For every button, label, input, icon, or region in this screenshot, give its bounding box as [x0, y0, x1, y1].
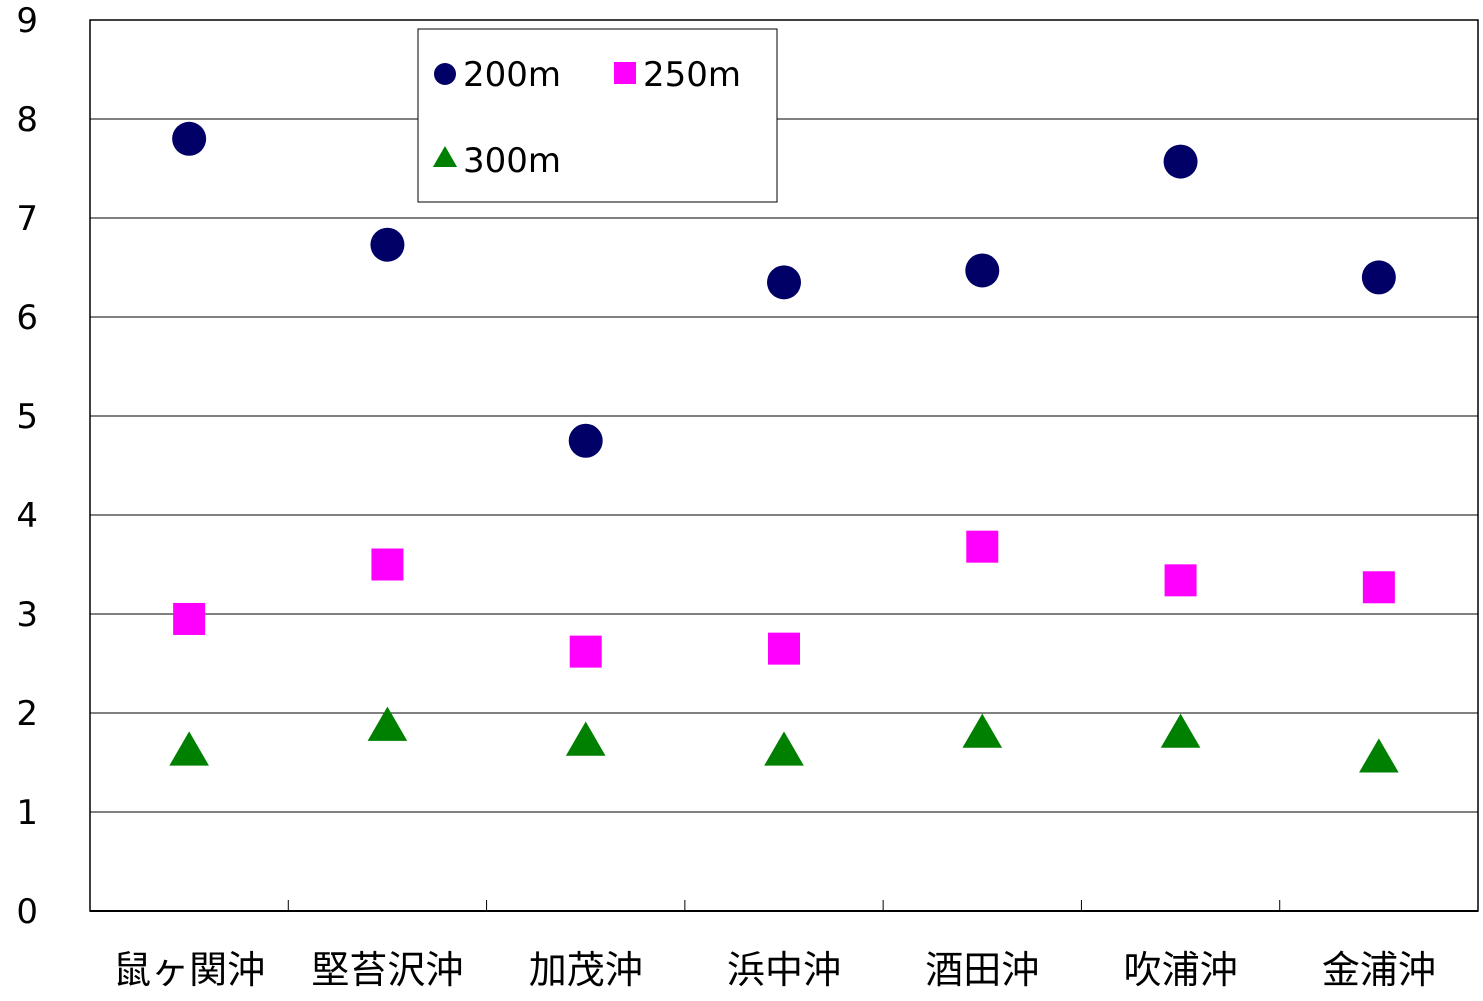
data-point-300m: [764, 731, 804, 766]
y-tick-label: 9: [16, 1, 38, 41]
data-point-250m: [173, 602, 206, 635]
data-point-200m: [1163, 144, 1198, 179]
x-category-label: 酒田沖: [925, 948, 1039, 992]
y-tick-label: 7: [16, 199, 38, 239]
legend-label-200m: 200m: [463, 55, 561, 95]
y-tick-label: 1: [16, 793, 38, 833]
gridlines: [90, 118, 1478, 813]
x-category-labels: 鼠ヶ関沖 堅苔沢沖 加茂沖 浜中沖 酒田沖 吹浦沖 金浦沖: [113, 948, 1436, 992]
data-point-200m: [767, 265, 801, 300]
data-point-300m: [367, 706, 408, 741]
data-markers: [169, 121, 1399, 773]
plot-frame: [89, 19, 1479, 912]
legend: 200m 250m 300m: [417, 28, 778, 203]
data-point-200m: [1361, 260, 1396, 295]
x-category-label: 浜中沖: [727, 948, 841, 992]
legend-marker-250m: [614, 62, 636, 84]
y-tick-label: 6: [16, 298, 38, 338]
data-point-200m: [965, 253, 1000, 288]
data-point-300m: [962, 713, 1003, 748]
data-point-200m: [370, 227, 405, 262]
y-tick-label: 2: [16, 694, 38, 734]
legend-label-250m: 250m: [643, 55, 741, 95]
data-point-200m: [172, 121, 207, 156]
data-point-250m: [569, 635, 602, 668]
data-point-300m: [169, 731, 209, 766]
y-tick-labels: 0 1 2 3 4 5 6 7 8 9: [16, 1, 38, 932]
data-point-300m: [565, 721, 606, 756]
y-tick-label: 8: [16, 100, 38, 140]
y-tick-label: 4: [16, 496, 38, 536]
data-point-300m: [1359, 738, 1399, 773]
x-category-label: 加茂沖: [529, 948, 643, 992]
x-category-label: 堅苔沢沖: [311, 948, 463, 992]
x-category-label: 吹浦沖: [1124, 948, 1238, 992]
data-point-300m: [1160, 713, 1201, 748]
data-point-250m: [768, 632, 800, 665]
axes: [89, 19, 1479, 912]
legend-marker-200m: [434, 63, 456, 85]
data-point-250m: [1362, 571, 1395, 604]
legend-label-300m: 300m: [463, 141, 561, 181]
data-point-200m: [568, 423, 603, 458]
y-tick-label: 5: [16, 397, 38, 437]
data-point-250m: [1164, 564, 1197, 597]
legend-box: [417, 28, 778, 203]
data-point-250m: [371, 548, 404, 581]
data-point-250m: [966, 530, 999, 563]
y-tick-label: 0: [16, 892, 38, 932]
legend-marker-300m: [432, 146, 458, 167]
x-category-label: 金浦沖: [1322, 948, 1436, 992]
y-tick-label: 3: [16, 595, 38, 635]
x-category-label: 鼠ヶ関沖: [113, 948, 265, 992]
